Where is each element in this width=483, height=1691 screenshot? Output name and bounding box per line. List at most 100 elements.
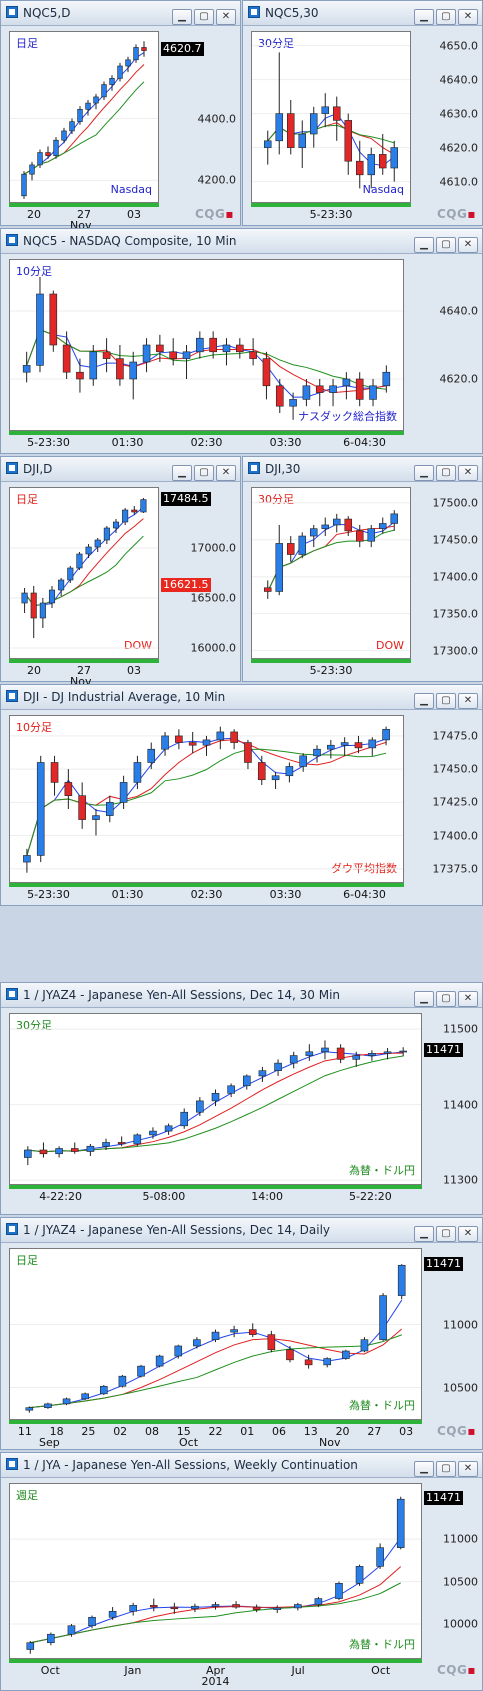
candle-body (170, 1606, 179, 1610)
window-titlebar[interactable]: NQC5 - NASDAQ Composite, 10 Min ▁ ▢ ✕ (1, 229, 482, 254)
plot-area[interactable]: 30分足 為替・ドル円 (9, 1013, 422, 1185)
candle-body (37, 152, 43, 166)
x-tick-label: 03 (127, 664, 141, 677)
session-bar (9, 431, 404, 435)
plot-area[interactable]: 30分足 Nasdaq (251, 31, 411, 203)
plot-area[interactable]: 10分足 ナスダック総合指数 (9, 259, 404, 431)
plot-area[interactable]: 週足 為替・ドル円 (9, 1483, 422, 1659)
restore-button[interactable]: ▢ (436, 1461, 456, 1477)
plot-area[interactable]: 10分足 ダウ平均指数 (9, 715, 404, 883)
candle-body (48, 589, 56, 604)
restore-button[interactable]: ▢ (194, 465, 214, 481)
close-button[interactable]: ✕ (458, 9, 478, 25)
y-tick-label: 4630.0 (439, 107, 479, 121)
x-tick-label: 01 (240, 1425, 255, 1438)
candle-body (383, 1051, 392, 1054)
minimize-button[interactable]: ▁ (414, 991, 434, 1007)
chart-window-w2[interactable]: NQC5,30 ▁ ▢ ✕ 30分足 Nasdaq 4650.0 4640.0 4630.0 46… (242, 0, 483, 226)
x-tick-label: 03 (127, 208, 141, 221)
window-titlebar[interactable]: 1 / JYAZ4 - Japanese Yen-All Sessions, D… (1, 983, 482, 1008)
candle-body (333, 518, 341, 526)
restore-button[interactable]: ▢ (436, 465, 456, 481)
x-tick-label: 20 (335, 1425, 350, 1438)
chart-window-w9[interactable]: 1 / JYA - Japanese Yen-All Sessions, Wee… (0, 1452, 483, 1691)
moving-average-line (267, 521, 395, 592)
candlestick-chart (10, 726, 403, 873)
close-button[interactable]: ✕ (458, 991, 478, 1007)
candle-body (309, 113, 318, 135)
candle-body (142, 344, 151, 363)
window-titlebar[interactable]: NQC5,30 ▁ ▢ ✕ (243, 1, 482, 26)
chart-window-w3[interactable]: NQC5 - NASDAQ Composite, 10 Min ▁ ▢ ✕ 10分足 ナス… (0, 228, 483, 454)
chart-window-w7[interactable]: 1 / JYAZ4 - Japanese Yen-All Sessions, D… (0, 982, 483, 1215)
candle-body (112, 521, 120, 529)
close-button[interactable]: ✕ (458, 1226, 478, 1242)
window-titlebar[interactable]: NQC5,D ▁ ▢ ✕ (1, 1, 240, 26)
timeframe-label: 30分足 (258, 37, 294, 50)
candle-body (164, 1125, 173, 1132)
window-titlebar[interactable]: 1 / JYAZ4 - Japanese Yen-All Sessions, D… (1, 1218, 482, 1243)
candle-body (44, 1403, 52, 1408)
x-tick-label: 27 (77, 664, 91, 677)
minimize-button[interactable]: ▁ (172, 465, 192, 481)
candle-body (155, 1355, 164, 1367)
restore-button[interactable]: ▢ (194, 9, 214, 25)
candle-body (323, 1358, 332, 1366)
candle-body (129, 361, 138, 380)
restore-button[interactable]: ▢ (436, 237, 456, 253)
candle-body (47, 1633, 55, 1644)
close-button[interactable]: ✕ (458, 237, 478, 253)
restore-button[interactable]: ▢ (436, 693, 456, 709)
candle-body (202, 739, 211, 746)
y-tick-label: 4400.0 (197, 112, 237, 126)
restore-button[interactable]: ▢ (436, 991, 456, 1007)
timeframe-label: 10分足 (16, 265, 52, 278)
chart-window-w8[interactable]: 1 / JYAZ4 - Japanese Yen-All Sessions, D… (0, 1217, 483, 1450)
close-button[interactable]: ✕ (216, 9, 236, 25)
minimize-button[interactable]: ▁ (414, 9, 434, 25)
minimize-button[interactable]: ▁ (414, 693, 434, 709)
x-tick-label: 02:30 (190, 888, 223, 901)
plot-area[interactable]: 日足 Nasdaq (9, 31, 159, 203)
x-axis: 5-23:30 (251, 207, 411, 223)
minimize-button[interactable]: ▁ (414, 1461, 434, 1477)
minimize-button[interactable]: ▁ (414, 465, 434, 481)
window-titlebar[interactable]: 1 / JYA - Japanese Yen-All Sessions, Wee… (1, 1453, 482, 1478)
chart-window-w5[interactable]: DJI,30 ▁ ▢ ✕ 30分足 DOW 17500.0 17450.0 17400.0 173… (242, 456, 483, 682)
window-titlebar[interactable]: DJI,30 ▁ ▢ ✕ (243, 457, 482, 482)
candle-body (382, 371, 391, 387)
chart-window-w1[interactable]: NQC5,D ▁ ▢ ✕ 日足 Nasdaq 4400.0 4200.0 4620.7 20 27 0… (0, 0, 241, 232)
plot-area[interactable]: 日足 DOW (9, 487, 159, 659)
window-titlebar[interactable]: DJI - DJ Industrial Average, 10 Min ▁ ▢ ✕ (1, 685, 482, 710)
candle-body (344, 518, 353, 532)
minimize-button[interactable]: ▁ (172, 9, 192, 25)
restore-button[interactable]: ▢ (436, 9, 456, 25)
y-axis: 11000 10500 (422, 1248, 478, 1420)
candle-body (304, 1359, 313, 1366)
close-button[interactable]: ✕ (458, 1461, 478, 1477)
restore-button[interactable]: ▢ (436, 1226, 456, 1242)
window-titlebar[interactable]: DJI,D ▁ ▢ ✕ (1, 457, 240, 482)
window-controls: ▁ ▢ ✕ (412, 986, 478, 1007)
chart-window-w4[interactable]: DJI,D ▁ ▢ ✕ 日足 DOW 17000.0 16500.0 16000.0 17484.… (0, 456, 241, 688)
candle-body (289, 1055, 298, 1064)
candlestick-chart (10, 1264, 421, 1413)
candle-body (252, 1606, 261, 1610)
y-tick-label: 17450.0 (432, 533, 479, 547)
close-button[interactable]: ✕ (216, 465, 236, 481)
chart-window-w6[interactable]: DJI - DJ Industrial Average, 10 Min ▁ ▢ ✕ 10… (0, 684, 483, 906)
candle-body (182, 351, 191, 359)
close-button[interactable]: ✕ (458, 693, 478, 709)
candlestick-chart (10, 498, 158, 649)
plot-area[interactable]: 日足 為替・ドル円 (9, 1248, 422, 1420)
minimize-button[interactable]: ▁ (414, 237, 434, 253)
x-tick-label: 14:00 (251, 1190, 283, 1203)
close-button[interactable]: ✕ (458, 465, 478, 481)
candle-body (222, 344, 231, 353)
plot-area[interactable]: 30分足 DOW (251, 487, 411, 659)
candle-body (271, 775, 280, 781)
candle-body (396, 1498, 405, 1548)
window-title: DJI,30 (265, 462, 301, 476)
candle-body (117, 1142, 126, 1145)
minimize-button[interactable]: ▁ (414, 1226, 434, 1242)
